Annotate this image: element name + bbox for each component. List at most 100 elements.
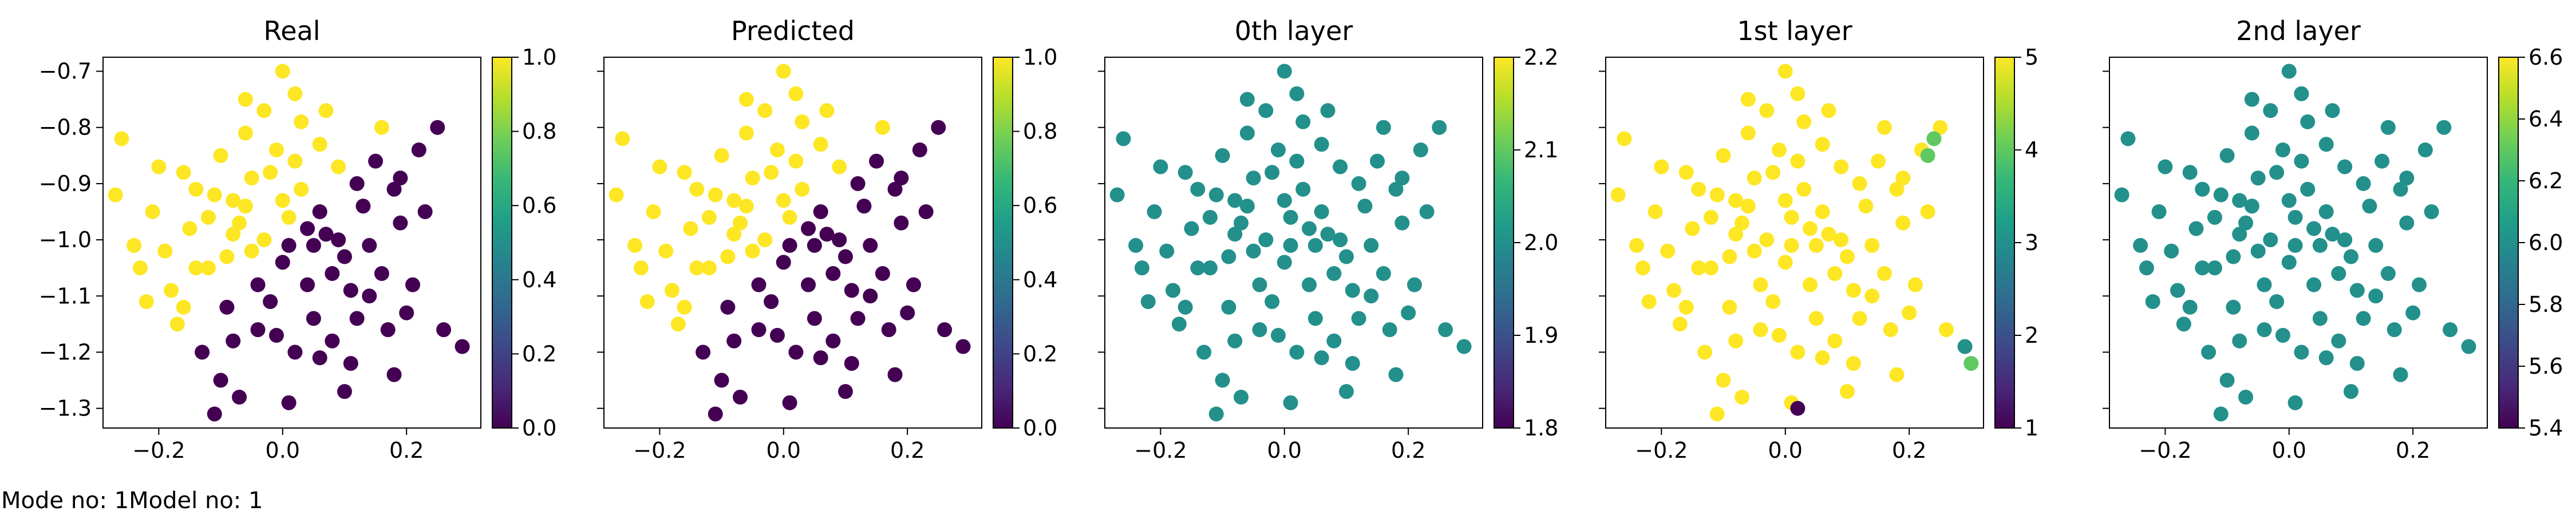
scatter-point: [312, 204, 327, 219]
colorbar-tick-label: 6.2: [2528, 168, 2563, 193]
scatter-point: [677, 299, 692, 315]
scatter-point: [2387, 322, 2402, 338]
scatter-point: [1759, 103, 1775, 118]
scatter-point: [1722, 299, 1737, 315]
scatter-point: [1889, 181, 1905, 197]
colorbar: [993, 57, 1013, 429]
scatter-point: [2269, 165, 2285, 180]
scatter-point: [1895, 171, 1911, 186]
scatter-point: [1153, 159, 1168, 175]
scatter-point: [825, 266, 841, 281]
scatter-point: [1351, 311, 1366, 326]
scatter-point: [1289, 153, 1305, 169]
scatter-point: [1839, 249, 1855, 264]
scatter-point: [2164, 243, 2179, 259]
scatter-point: [769, 328, 785, 343]
scatter-point: [683, 221, 698, 236]
scatter-point: [2337, 159, 2353, 175]
scatter-point: [2331, 266, 2346, 281]
scatter-point: [1709, 406, 1725, 422]
x-tick-label: 0.0: [1267, 438, 1302, 463]
scatter-point: [2232, 333, 2247, 348]
scatter-point: [795, 181, 810, 197]
scatter-point: [1920, 148, 1935, 163]
scatter-point: [2158, 159, 2173, 175]
scatter-point: [1252, 322, 1267, 338]
colorbar-tick-label: 0.6: [522, 193, 556, 218]
scatter-point: [837, 384, 853, 399]
scatter-point: [226, 193, 241, 208]
scatter-point: [1252, 277, 1267, 292]
scatter-point: [1333, 159, 1348, 175]
y-tick-label: −1.1: [39, 283, 92, 308]
scatter-point: [1803, 221, 1818, 236]
scatter-point: [1889, 367, 1905, 382]
scatter-point: [1876, 266, 1892, 281]
x-tick-label: −0.2: [1134, 438, 1187, 463]
scatter-point: [1660, 243, 1676, 259]
scatter-point: [1270, 142, 1286, 157]
scatter-point: [318, 103, 334, 118]
axes-frame: [102, 57, 481, 429]
scatter-point: [2294, 344, 2309, 360]
scatter-point: [1753, 322, 1768, 338]
scatter-point: [708, 406, 723, 422]
x-tick-label: −0.2: [132, 438, 185, 463]
scatter-point: [2337, 232, 2353, 248]
scatter-point: [411, 142, 426, 157]
scatter-point: [1864, 288, 1880, 304]
scatter-point: [281, 237, 297, 253]
scatter-point: [2133, 237, 2148, 253]
scatter-point: [1326, 266, 1342, 281]
scatter-point: [1382, 322, 1397, 338]
axes-frame: [603, 57, 982, 429]
panel-title: Real: [263, 15, 320, 46]
scatter-point: [1846, 283, 1861, 298]
scatter-point: [1740, 92, 1756, 107]
scatter-point: [1685, 221, 1700, 236]
scatter-point: [615, 131, 630, 146]
scatter-point: [2213, 187, 2229, 203]
y-tick-label: −1.0: [39, 227, 92, 252]
scatter-point: [1691, 260, 1706, 276]
scatter-point: [1376, 266, 1391, 281]
scatter-point: [894, 215, 909, 231]
scatter-point: [1307, 237, 1323, 253]
scatter-point: [368, 153, 384, 169]
scatter-point: [1134, 260, 1149, 276]
scatter-point: [1765, 165, 1781, 180]
scatter-point: [764, 165, 779, 180]
scatter-point: [819, 103, 835, 118]
scatter-point: [1128, 237, 1144, 253]
scatter-point: [900, 305, 915, 320]
scatter-point: [1728, 227, 1744, 242]
scatter-point: [244, 171, 259, 186]
scatter-point: [1159, 243, 1175, 259]
scatter-point: [1747, 171, 1762, 186]
scatter-point: [776, 255, 791, 270]
scatter-point: [825, 333, 841, 348]
scatter-point: [132, 260, 148, 276]
scatter-point: [127, 237, 142, 253]
y-tick-label: −0.7: [39, 59, 92, 84]
x-tick-label: 0.2: [389, 438, 424, 463]
scatter-point: [294, 114, 309, 129]
scatter-point: [1419, 204, 1435, 219]
scatter-point: [2318, 204, 2334, 219]
scatter-point: [2399, 215, 2415, 231]
scatter-point: [807, 311, 822, 326]
scatter-point: [887, 367, 903, 382]
scatter-point: [114, 131, 129, 146]
scatter-point: [1270, 328, 1286, 343]
scatter-point: [1295, 114, 1311, 129]
scatter-point: [2343, 384, 2358, 399]
scatter-point: [1784, 209, 1799, 225]
panel-1: Real −0.2 0.0 0.2 −0.7 −0.8 −0.9 −1.0 −1.1 −1.2 −1…: [39, 15, 557, 463]
colorbar-tick-label: 2.1: [1524, 137, 1558, 163]
scatter-point: [757, 232, 773, 248]
scatter-point: [1883, 322, 1898, 338]
scatter-point: [1277, 193, 1292, 208]
panel-5: 2nd layer −0.2 0.0 0.2 5.4 5.6 5.8 6.0 6.2 6.4 6.6: [2103, 15, 2563, 463]
scatter-point: [2294, 153, 2309, 169]
scatter-point: [2417, 142, 2433, 157]
